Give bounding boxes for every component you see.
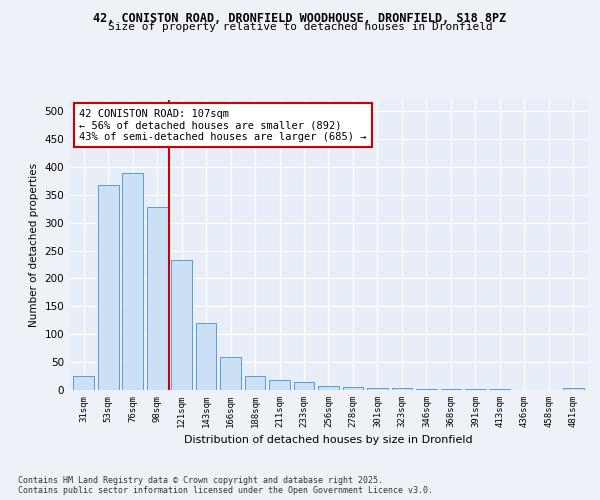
Bar [147,207,167,390]
X-axis label: Distribution of detached houses by size in Dronfield: Distribution of detached houses by size … [184,436,473,446]
Text: 42, CONISTON ROAD, DRONFIELD WOODHOUSE, DRONFIELD, S18 8PZ: 42, CONISTON ROAD, DRONFIELD WOODHOUSE, … [94,12,506,26]
Text: 42 CONISTON ROAD: 107sqm
← 56% of detached houses are smaller (892)
43% of semi-: 42 CONISTON ROAD: 107sqm ← 56% of detach… [79,108,367,142]
Text: Contains HM Land Registry data © Crown copyright and database right 2025.
Contai: Contains HM Land Registry data © Crown c… [18,476,433,495]
Bar [416,389,437,390]
Bar [73,376,94,390]
Bar [392,388,412,390]
Bar [245,376,265,390]
Y-axis label: Number of detached properties: Number of detached properties [29,163,39,327]
Bar [318,386,339,390]
Text: Size of property relative to detached houses in Dronfield: Size of property relative to detached ho… [107,22,493,32]
Bar [440,389,461,390]
Bar [122,172,143,390]
Bar [220,356,241,390]
Bar [343,386,364,390]
Bar [367,388,388,390]
Bar [196,323,217,390]
Bar [269,380,290,390]
Bar [563,388,584,390]
Bar [293,382,314,390]
Bar [171,260,192,390]
Bar [98,185,119,390]
